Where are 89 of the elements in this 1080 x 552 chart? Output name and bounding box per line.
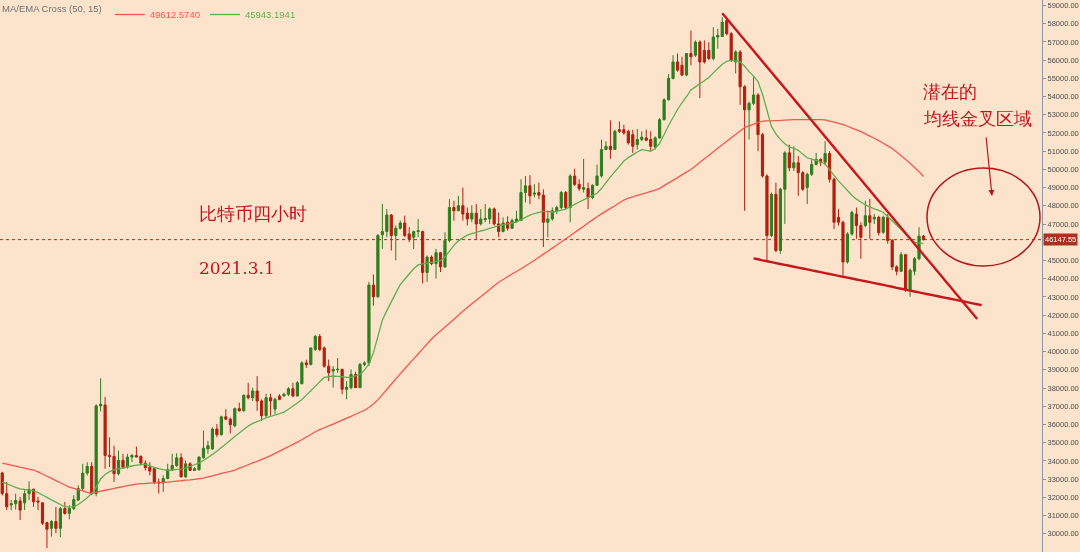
candlestick [121, 453, 125, 470]
candlestick [586, 182, 590, 210]
candlestick [872, 213, 876, 225]
candlestick [434, 248, 438, 280]
line-series [1, 119, 925, 495]
candlestick [568, 173, 572, 223]
candlestick [277, 393, 282, 401]
candlestick [483, 203, 487, 223]
candlestick [103, 396, 107, 470]
candlestick [63, 501, 67, 516]
candlestick [559, 190, 563, 210]
candlestick [291, 382, 295, 398]
candlestick [237, 402, 241, 413]
candlestick [425, 254, 429, 283]
candlestick [304, 359, 308, 369]
candlestick [251, 387, 255, 402]
candlestick [899, 251, 903, 273]
candlestick [215, 423, 219, 438]
candlestick [438, 251, 443, 273]
line-series [1, 59, 925, 508]
candlestick [461, 187, 465, 222]
candlestick [693, 39, 698, 58]
candlestick [389, 213, 393, 251]
candlestick [631, 129, 635, 154]
candlestick [868, 198, 872, 240]
candlestick [286, 386, 291, 397]
candlestick [179, 452, 183, 478]
candlestick [376, 233, 380, 299]
candlestick [608, 119, 613, 160]
candlestick [452, 200, 456, 222]
candlestick [421, 230, 425, 284]
candlestick [698, 39, 702, 99]
text: 2021.3.1 [199, 258, 275, 278]
candlestick [233, 407, 237, 428]
candlestick [210, 426, 215, 451]
candlestick [881, 215, 885, 235]
candlestick [582, 158, 586, 194]
candlestick [635, 128, 639, 151]
candlestick [470, 204, 474, 223]
candlestick [921, 234, 926, 241]
legend-label: 45943.1941 [244, 9, 296, 21]
candlestick [242, 393, 246, 413]
text: 比特币四小时 [199, 203, 307, 224]
candlestick [479, 208, 483, 227]
candlestick [689, 29, 693, 66]
candlestick [796, 155, 800, 197]
candlestick [680, 56, 684, 77]
candlestick [58, 506, 62, 538]
candlestick [394, 225, 398, 261]
candlestick [707, 41, 711, 61]
candlestick [877, 215, 881, 237]
candlestick [246, 382, 250, 400]
candlestick [863, 200, 867, 228]
candlestick [823, 140, 827, 166]
candlestick [264, 393, 268, 418]
candlestick [774, 182, 778, 253]
legend-title: MA/EMA Cross (50, 15) [2, 3, 102, 15]
candlestick [219, 415, 223, 437]
candlestick [787, 144, 791, 172]
candlestick [116, 450, 121, 476]
candlestick [367, 281, 371, 367]
candlestick [528, 174, 532, 205]
annotation: 均线金叉区域 [923, 108, 1032, 129]
annotation: 潜在的 [923, 81, 977, 102]
candlestick [403, 215, 407, 238]
candlestick [792, 145, 796, 172]
candlestick [546, 210, 550, 238]
candlestick [474, 203, 478, 241]
candlestick [613, 129, 617, 151]
candlestick [519, 178, 523, 222]
candlestick [456, 195, 460, 212]
candlestick [532, 183, 537, 198]
candlestick [268, 393, 273, 417]
candlestick [49, 519, 54, 538]
candlestick [340, 368, 344, 395]
candlestick [18, 496, 22, 521]
candlestick [769, 192, 774, 238]
candlestick [358, 362, 362, 389]
legend-label: 49612.5740 [149, 9, 200, 21]
candlestick [573, 168, 577, 187]
candlestick [684, 52, 689, 77]
candlestick [170, 453, 174, 472]
candlestick [734, 49, 738, 74]
candlestick [273, 397, 277, 415]
candlestick [54, 506, 58, 534]
candlestick [675, 53, 680, 73]
candlestick [371, 274, 376, 307]
candlestick [564, 190, 568, 210]
line-series [721, 12, 979, 321]
